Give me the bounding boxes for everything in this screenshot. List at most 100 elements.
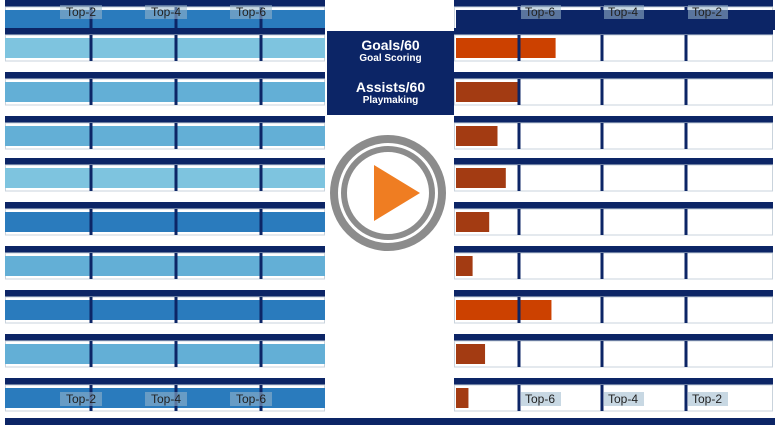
right-gridline: [517, 297, 521, 323]
right-row-cap: [454, 290, 773, 297]
left-gridline: [174, 165, 178, 191]
right-row-frame: [454, 340, 773, 368]
play-button[interactable]: [330, 135, 446, 251]
left-tick-label: Top-2: [66, 5, 96, 19]
right-tick-label: Top-6: [525, 5, 555, 19]
right-gridline: [600, 209, 604, 235]
left-row-cap: [5, 72, 325, 79]
right-bar: [456, 212, 490, 232]
left-row-cap: [5, 246, 325, 253]
right-bar: [456, 82, 519, 102]
right-gridline: [684, 7, 688, 33]
right-tick-bg: [604, 5, 644, 19]
right-panel: [454, 0, 775, 412]
left-gridline: [259, 253, 263, 279]
left-gridline: [89, 297, 93, 323]
right-row-cap: [454, 378, 773, 385]
right-gridline: [600, 7, 604, 33]
left-bar: [5, 344, 325, 364]
left-gridline: [89, 35, 93, 61]
right-gridline: [684, 165, 688, 191]
right-row-frame: [454, 208, 773, 236]
left-bar: [5, 256, 325, 276]
left-gridline: [259, 35, 263, 61]
left-gridline: [89, 7, 93, 33]
right-tick-bg: [604, 392, 644, 406]
right-tick-label: Top-2: [692, 5, 722, 19]
right-row-cap: [454, 28, 773, 35]
left-gridline: [259, 79, 263, 105]
left-gridline: [259, 341, 263, 367]
left-bar: [5, 38, 325, 58]
left-row-cap: [5, 28, 325, 35]
goals-title: Goals/60: [361, 37, 420, 53]
right-bar: [456, 168, 506, 188]
right-gridline: [600, 35, 604, 61]
right-row-frame: [454, 252, 773, 280]
left-gridline: [89, 209, 93, 235]
left-tick-label: Top-6: [236, 5, 266, 19]
left-tick-bg: [145, 5, 187, 19]
left-gridline: [259, 7, 263, 33]
right-gridline: [684, 297, 688, 323]
left-tick-bg: [230, 5, 272, 19]
left-gridline: [174, 79, 178, 105]
play-icon[interactable]: [374, 165, 420, 221]
right-gridline: [517, 385, 521, 411]
right-gridline: [600, 165, 604, 191]
left-tick-bg: [60, 5, 102, 19]
right-bar: [456, 344, 486, 364]
left-tick-bg: [60, 392, 102, 406]
right-gridline: [600, 341, 604, 367]
right-gridline: [517, 341, 521, 367]
right-tick-bg: [688, 392, 728, 406]
right-row-cap: [454, 158, 773, 165]
right-tick-bg: [521, 5, 561, 19]
right-gridline: [684, 209, 688, 235]
right-gridline: [600, 123, 604, 149]
assists-subtitle: Playmaking: [362, 95, 419, 106]
left-gridline: [174, 341, 178, 367]
right-row-cap: [454, 0, 773, 7]
left-tick-labels: Top-2 Top-4 Top-6 Top-2 Top-4 Top-6: [60, 5, 272, 406]
left-row-cap: [5, 290, 325, 297]
left-gridline: [174, 297, 178, 323]
left-gridline: [174, 7, 178, 33]
goals-subtitle: Goal Scoring: [359, 53, 422, 64]
left-bar: [5, 212, 325, 232]
goals-label: Goals/60 Goal Scoring: [327, 31, 454, 73]
right-row-frame: [454, 164, 773, 192]
left-gridline: [89, 123, 93, 149]
left-gridline: [89, 341, 93, 367]
left-row-cap: [5, 158, 325, 165]
right-gridline: [600, 385, 604, 411]
right-row-cap: [454, 116, 773, 123]
left-gridline: [89, 253, 93, 279]
right-tick-label: Top-4: [608, 5, 638, 19]
left-tick-label: Top-6: [236, 392, 266, 406]
left-row-cap: [5, 202, 325, 209]
left-gridline: [89, 165, 93, 191]
right-gridline: [684, 385, 688, 411]
left-bar: [5, 82, 325, 102]
left-bar: [5, 300, 325, 320]
left-tick-label: Top-4: [151, 5, 181, 19]
left-row-cap: [5, 378, 325, 385]
right-tick-label: Top-2: [692, 392, 722, 406]
right-tick-label: Top-4: [608, 392, 638, 406]
right-row-cap: [454, 334, 773, 341]
right-gridline: [517, 209, 521, 235]
left-gridline: [174, 253, 178, 279]
right-gridline: [517, 123, 521, 149]
right-gridline: [517, 165, 521, 191]
right-bar: [456, 126, 498, 146]
right-gridline: [684, 123, 688, 149]
right-gridline: [517, 79, 521, 105]
left-row-cap: [5, 116, 325, 123]
right-tick-labels: Top-6 Top-4 Top-2 Top-6 Top-4 Top-2: [521, 5, 728, 406]
right-bar: [456, 256, 473, 276]
right-row-frame: [454, 122, 773, 150]
right-gridline: [600, 79, 604, 105]
assists-title: Assists/60: [355, 79, 426, 95]
